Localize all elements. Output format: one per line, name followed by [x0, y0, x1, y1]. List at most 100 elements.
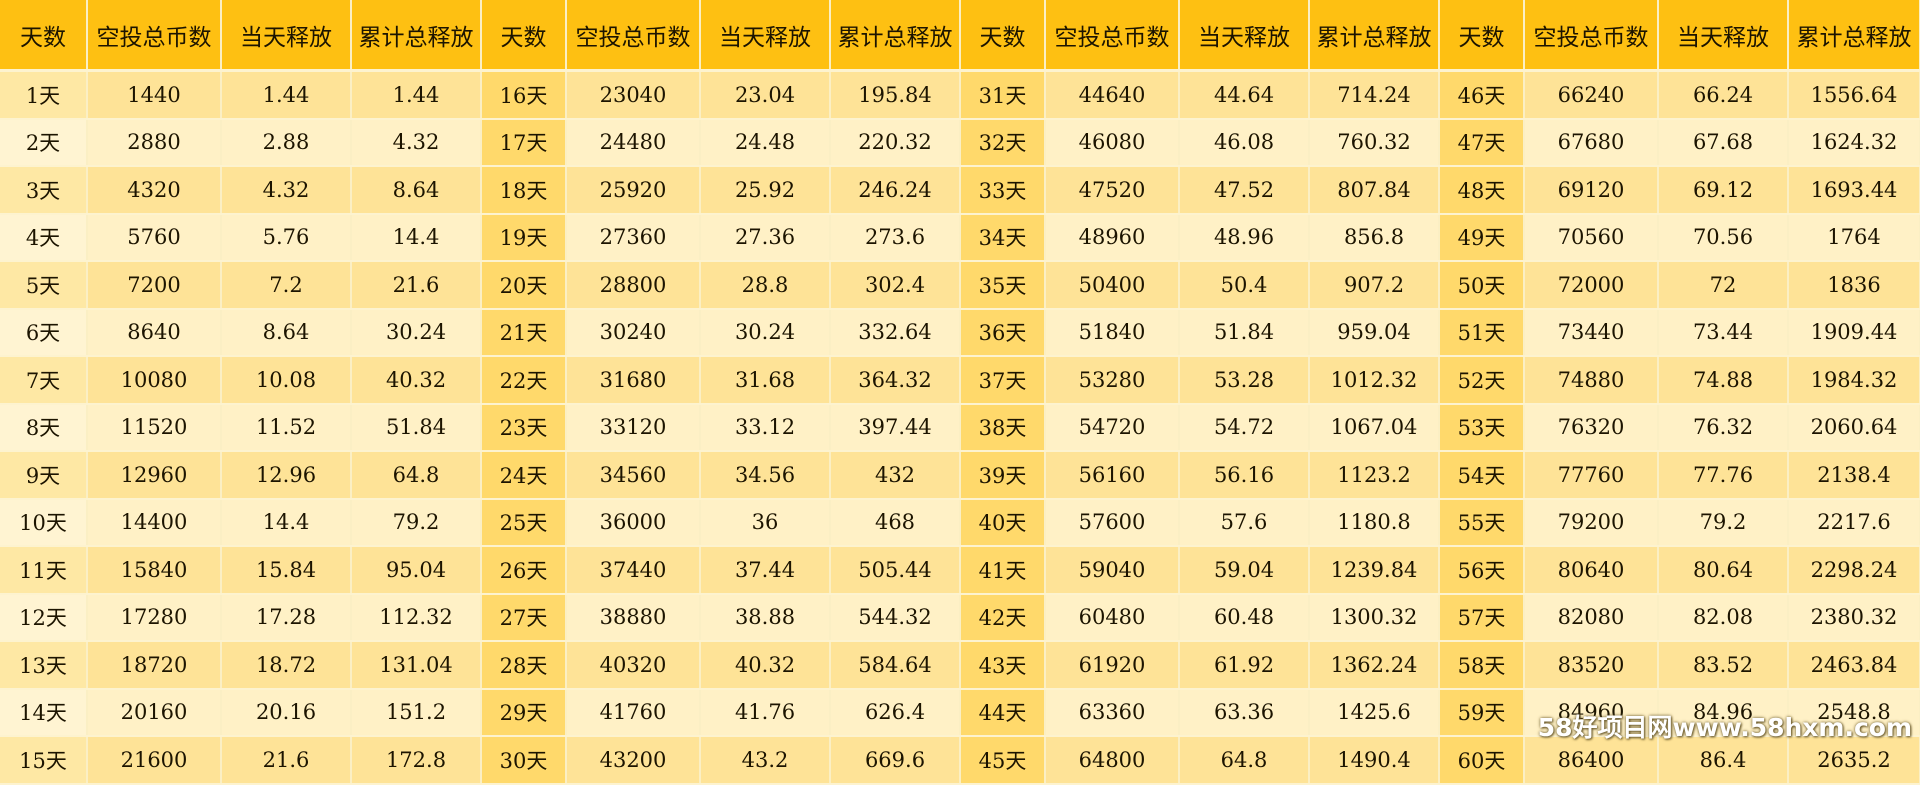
value-cell: 54720: [1045, 403, 1180, 452]
value-cell: 8.64: [221, 308, 352, 357]
value-cell: 43.2: [700, 736, 831, 785]
column-header: 累计总释放: [1788, 0, 1920, 72]
value-cell: 760.32: [1309, 118, 1440, 167]
day-cell: 33天: [960, 166, 1046, 215]
value-cell: 432: [830, 451, 961, 500]
value-cell: 47520: [1045, 166, 1180, 215]
value-cell: 15840: [87, 546, 222, 595]
value-cell: 2138.4: [1788, 451, 1920, 500]
value-cell: 1836: [1788, 261, 1920, 310]
value-cell: 112.32: [351, 593, 482, 642]
day-cell: 28天: [481, 641, 567, 690]
value-cell: 195.84: [830, 70, 961, 120]
value-cell: 21.6: [351, 261, 482, 310]
table-row: 7天 10080 10.08 40.32 22天 31680 31.68 364.32 37天 5…: [0, 356, 1920, 405]
value-cell: 24.48: [700, 118, 831, 167]
day-cell: 1天: [0, 70, 88, 120]
value-cell: 66240: [1524, 70, 1659, 120]
value-cell: 79200: [1524, 498, 1659, 547]
value-cell: 95.04: [351, 546, 482, 595]
value-cell: 79.2: [1658, 498, 1789, 547]
value-cell: 10.08: [221, 356, 352, 405]
value-cell: 48960: [1045, 213, 1180, 262]
day-cell: 18天: [481, 166, 567, 215]
day-cell: 57天: [1439, 593, 1525, 642]
table-row: 14天 20160 20.16 151.2 29天 41760 41.76 626.4 44天 6…: [0, 688, 1920, 737]
value-cell: 64.8: [351, 451, 482, 500]
value-cell: 15.84: [221, 546, 352, 595]
day-cell: 21天: [481, 308, 567, 357]
value-cell: 27360: [566, 213, 701, 262]
day-cell: 29天: [481, 688, 567, 737]
value-cell: 57.6: [1179, 498, 1310, 547]
value-cell: 1984.32: [1788, 356, 1920, 405]
value-cell: 44.64: [1179, 70, 1310, 120]
day-cell: 27天: [481, 593, 567, 642]
column-header: 累计总释放: [1309, 0, 1440, 72]
value-cell: 25.92: [700, 166, 831, 215]
value-cell: 83520: [1524, 641, 1659, 690]
day-cell: 12天: [0, 593, 88, 642]
value-cell: 1624.32: [1788, 118, 1920, 167]
day-cell: 52天: [1439, 356, 1525, 405]
value-cell: 27.36: [700, 213, 831, 262]
table-row: 11天 15840 15.84 95.04 26天 37440 37.44 505.44 41天…: [0, 546, 1920, 595]
value-cell: 70.56: [1658, 213, 1789, 262]
value-cell: 37.44: [700, 546, 831, 595]
value-cell: 7200: [87, 261, 222, 310]
value-cell: 54.72: [1179, 403, 1310, 452]
day-cell: 7天: [0, 356, 88, 405]
value-cell: 63.36: [1179, 688, 1310, 737]
day-cell: 36天: [960, 308, 1046, 357]
header-row: 天数 空投总币数 当天释放 累计总释放 天数 空投总币数 当天释放 累计总释放 天数 空投总币数当…: [0, 0, 1920, 72]
value-cell: 64.8: [1179, 736, 1310, 785]
day-cell: 40天: [960, 498, 1046, 547]
value-cell: 77.76: [1658, 451, 1789, 500]
day-cell: 39天: [960, 451, 1046, 500]
day-cell: 20天: [481, 261, 567, 310]
day-cell: 47天: [1439, 118, 1525, 167]
column-header: 累计总释放: [351, 0, 482, 72]
value-cell: 51.84: [1179, 308, 1310, 357]
day-cell: 51天: [1439, 308, 1525, 357]
table-body: 1天 1440 1.44 1.44 16天 23040 23.04 195.84 31天 4464…: [0, 70, 1920, 785]
day-cell: 8天: [0, 403, 88, 452]
value-cell: 23.04: [700, 70, 831, 120]
value-cell: 669.6: [830, 736, 961, 785]
value-cell: 28800: [566, 261, 701, 310]
value-cell: 30.24: [700, 308, 831, 357]
day-cell: 34天: [960, 213, 1046, 262]
table-row: 12天 17280 17.28 112.32 27天 38880 38.88 544.32 42…: [0, 593, 1920, 642]
value-cell: 41760: [566, 688, 701, 737]
value-cell: 67.68: [1658, 118, 1789, 167]
value-cell: 5.76: [221, 213, 352, 262]
value-cell: 332.64: [830, 308, 961, 357]
value-cell: 34560: [566, 451, 701, 500]
table-row: 6天 8640 8.64 30.24 21天 30240 30.24 332.64 36天 518…: [0, 308, 1920, 357]
value-cell: 807.84: [1309, 166, 1440, 215]
column-header: 天数: [1439, 0, 1525, 72]
day-cell: 16天: [481, 70, 567, 120]
day-cell: 13天: [0, 641, 88, 690]
column-header: 当天释放: [1179, 0, 1310, 72]
value-cell: 40.32: [351, 356, 482, 405]
day-cell: 10天: [0, 498, 88, 547]
value-cell: 273.6: [830, 213, 961, 262]
value-cell: 907.2: [1309, 261, 1440, 310]
value-cell: 4.32: [351, 118, 482, 167]
value-cell: 5760: [87, 213, 222, 262]
value-cell: 30240: [566, 308, 701, 357]
table-row: 8天 11520 11.52 51.84 23天 33120 33.12 397.44 38天 5…: [0, 403, 1920, 452]
value-cell: 544.32: [830, 593, 961, 642]
value-cell: 1440: [87, 70, 222, 120]
column-header: 累计总释放: [830, 0, 961, 72]
value-cell: 51.84: [351, 403, 482, 452]
value-cell: 1012.32: [1309, 356, 1440, 405]
value-cell: 1.44: [221, 70, 352, 120]
value-cell: 79.2: [351, 498, 482, 547]
table-row: 13天 18720 18.72 131.04 28天 40320 40.32 584.64 43…: [0, 641, 1920, 690]
value-cell: 20160: [87, 688, 222, 737]
column-header: 当天释放: [1658, 0, 1789, 72]
value-cell: 2298.24: [1788, 546, 1920, 595]
value-cell: 57600: [1045, 498, 1180, 547]
